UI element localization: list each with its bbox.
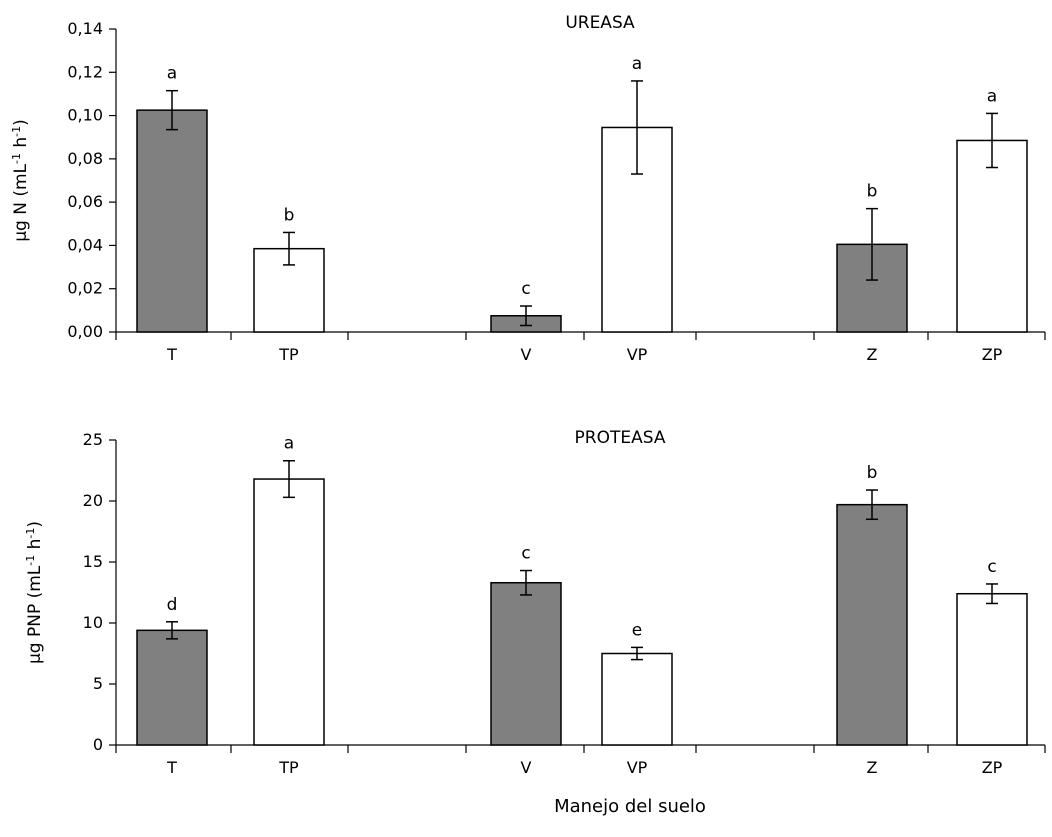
y-axis-label-end: ) (25, 521, 45, 528)
chart-title: UREASA (565, 13, 635, 33)
y-axis-label: µg N (mL-1 h-1) (10, 119, 31, 242)
significance-letter: e (632, 620, 642, 640)
significance-letter: b (867, 463, 878, 483)
significance-letter: d (167, 595, 178, 615)
x-tick-label: T (166, 758, 177, 777)
y-tick-label: 0 (93, 735, 103, 754)
y-tick-label: 15 (83, 552, 103, 571)
x-tick-label: ZP (982, 758, 1003, 777)
x-tick-label: Z (867, 758, 878, 777)
y-axis-label-mid: h (11, 137, 31, 153)
y-axis-label-sup2: -1 (24, 528, 37, 539)
x-tick-label: TP (278, 758, 299, 777)
x-tick-label: V (521, 758, 532, 777)
y-axis-label-end: ) (11, 119, 31, 126)
bar-VP (601, 652, 673, 746)
x-tick-label: T (166, 345, 177, 364)
y-axis-label-mid: h (25, 539, 45, 555)
significance-letter: c (987, 557, 996, 577)
significance-letter: a (167, 64, 177, 84)
bar-T (136, 109, 208, 333)
y-axis-label-sup2: -1 (10, 126, 23, 137)
x-axis-label: Manejo del suelo (554, 796, 706, 817)
x-tick-label: V (521, 345, 532, 364)
x-tick-label: VP (627, 345, 648, 364)
proteasa-panel: 0 5 10 15 20 25 d Ta TP c Ve VP b Zc ZP PROTEASA µg PNP … (24, 428, 1046, 777)
significance-letter: c (521, 544, 530, 564)
x-tick-label: Z (867, 345, 878, 364)
x-tick-label: VP (627, 758, 648, 777)
bar-T (136, 629, 208, 746)
y-axis-label: µg PNP (mL-1 h-1) (24, 521, 45, 664)
y-tick-label: 0,14 (67, 19, 103, 38)
bar-Z (836, 503, 908, 746)
y-tick-label: 0,12 (67, 62, 103, 81)
y-tick-label: 0,00 (67, 322, 103, 341)
y-axis-label-sup1: -1 (24, 555, 37, 566)
x-tick-label: TP (278, 345, 299, 364)
y-tick-label: 0,06 (67, 192, 103, 211)
chart-title: PROTEASA (575, 428, 666, 448)
y-axis-label-base: µg N (mL (11, 163, 31, 241)
y-tick-label: 0,02 (67, 279, 103, 298)
ureasa-panel: 0,00 0,02 0,04 0,06 0,08 0,10 0,12 0,14 a Tb TP c Va… (10, 13, 1046, 364)
significance-letter: b (284, 205, 295, 225)
y-tick-label: 20 (83, 491, 103, 510)
y-tick-label: 0,10 (67, 106, 103, 125)
significance-letter: a (284, 434, 294, 454)
bar-ZP (956, 139, 1028, 333)
y-tick-label: 0,08 (67, 149, 103, 168)
significance-letter: a (987, 86, 997, 106)
y-tick-label: 25 (83, 430, 103, 449)
bar-ZP (956, 592, 1028, 746)
significance-letter: a (632, 54, 642, 74)
significance-letter: b (867, 182, 878, 202)
y-axis-label-sup1: -1 (10, 153, 23, 164)
y-tick-label: 0,04 (67, 235, 103, 254)
x-tick-label: ZP (982, 345, 1003, 364)
y-axis-label-base: µg PNP (mL (25, 565, 45, 664)
bar-V (490, 581, 562, 746)
y-tick-label: 10 (83, 613, 103, 632)
y-tick-label: 5 (93, 674, 103, 693)
bar-TP (253, 478, 325, 746)
significance-letter: c (521, 279, 530, 299)
